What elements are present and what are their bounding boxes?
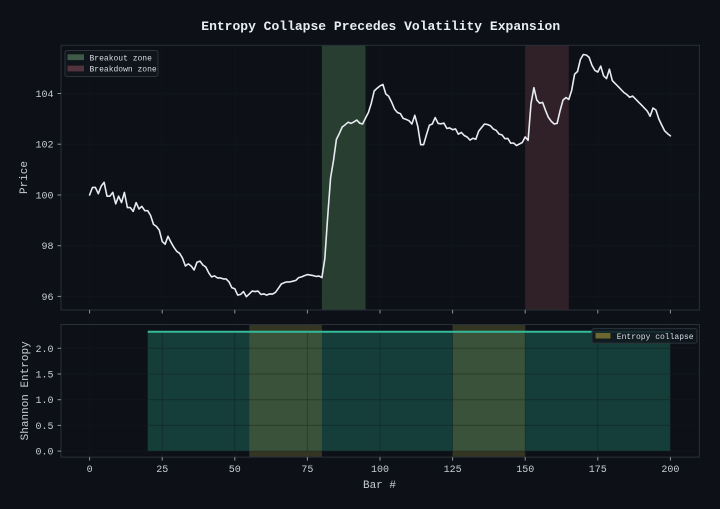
svg-text:100: 100: [35, 192, 53, 203]
svg-text:1.5: 1.5: [35, 371, 53, 382]
svg-text:Breakout zone: Breakout zone: [90, 54, 153, 63]
svg-text:175: 175: [589, 465, 607, 476]
svg-text:Bar #: Bar #: [363, 480, 396, 492]
svg-text:Price: Price: [19, 161, 31, 194]
svg-text:150: 150: [516, 465, 534, 476]
svg-text:Entropy collapse: Entropy collapse: [617, 333, 694, 342]
svg-text:Breakdown zone: Breakdown zone: [90, 66, 157, 75]
svg-text:200: 200: [661, 465, 679, 476]
svg-text:25: 25: [156, 465, 168, 476]
svg-text:0: 0: [87, 465, 93, 476]
svg-text:2.0: 2.0: [35, 345, 53, 356]
svg-text:0.0: 0.0: [35, 448, 53, 459]
svg-text:Entropy Collapse Precedes Vola: Entropy Collapse Precedes Volatility Exp…: [201, 19, 560, 34]
svg-text:102: 102: [35, 141, 53, 152]
svg-text:98: 98: [41, 242, 53, 253]
svg-text:125: 125: [444, 465, 462, 476]
svg-text:104: 104: [35, 90, 53, 101]
svg-text:100: 100: [371, 465, 389, 476]
svg-text:50: 50: [229, 465, 241, 476]
svg-text:Shannon Entropy: Shannon Entropy: [20, 341, 32, 440]
svg-text:0.5: 0.5: [35, 422, 53, 433]
svg-text:75: 75: [301, 465, 313, 476]
svg-text:1.0: 1.0: [35, 396, 53, 407]
svg-text:96: 96: [41, 293, 53, 304]
